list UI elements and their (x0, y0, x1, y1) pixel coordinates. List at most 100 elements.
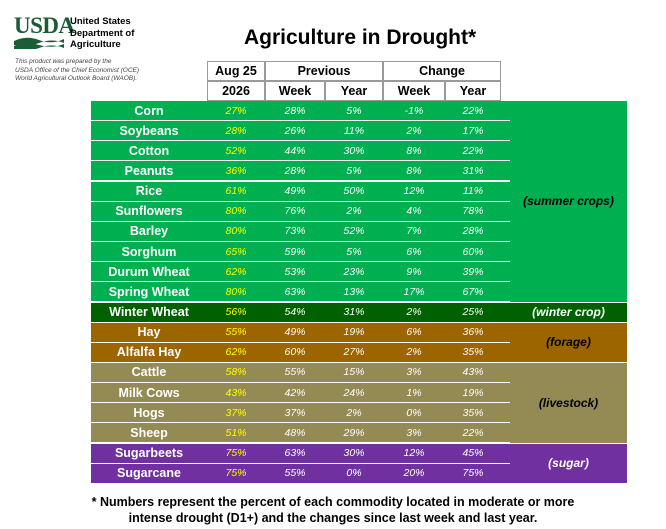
chg-year-value: 22% (462, 426, 484, 439)
prev-year-value: 11% (343, 124, 365, 137)
commodity-name: Sugarcane (117, 466, 181, 481)
prev-year-value: 31% (343, 306, 365, 318)
chg-year-value: 17% (462, 124, 484, 137)
commodity-name: Spring Wheat (108, 284, 190, 299)
chg-week-value: 2% (406, 124, 422, 137)
commodity-name: Soybeans (119, 123, 179, 138)
chg-week-value: 9% (406, 265, 422, 278)
chg-week-value: 0% (406, 406, 422, 419)
chg-week-value: 8% (406, 144, 422, 157)
footnote-line: intense drought (D1+) and the changes si… (128, 511, 538, 525)
table-row: Winter Wheat 56% 54% 31% 2% 25% (91, 302, 510, 323)
commodity-name: Rice (135, 184, 163, 199)
chg-year-value: 22% (462, 144, 484, 157)
table-row: Rice 61% 49% 50% 12% 11% (91, 181, 510, 202)
table-row: Alfalfa Hay 62% 60% 27% 2% 35% (91, 342, 510, 363)
header-current-date: Aug 25 (207, 61, 265, 81)
prev-week-value: 60% (284, 346, 306, 359)
chg-year-value: 31% (462, 164, 484, 177)
current-value: 80% (225, 205, 247, 218)
commodity-name: Alfalfa Hay (116, 345, 182, 360)
commodity-name: Winter Wheat (109, 305, 189, 319)
group-label-winter: (winter crop) (510, 302, 627, 323)
prev-week-value: 28% (284, 164, 306, 177)
table-row: Cotton 52% 44% 30% 8% 22% (91, 141, 510, 162)
usda-logo-wave-icon (14, 37, 64, 49)
table-row: Hay 55% 49% 19% 6% 36% (91, 322, 510, 343)
org-line: Agriculture (70, 39, 121, 50)
chg-year-value: 75% (462, 467, 484, 480)
table-row: Milk Cows 43% 42% 24% 1% 19% (91, 383, 510, 404)
group-label-summer: (summer crops) (510, 101, 627, 303)
commodity-name: Peanuts (124, 163, 174, 178)
chg-week-value: 12% (403, 185, 425, 198)
chg-week-value: 4% (406, 205, 422, 218)
prev-week-value: 59% (284, 245, 306, 258)
table-row: Sheep 51% 48% 29% 3% 22% (91, 423, 510, 444)
prev-year-value: 5% (346, 164, 362, 177)
page-title: Agriculture in Drought* (244, 26, 477, 49)
current-value: 28% (225, 124, 247, 137)
footnote: * Numbers represent the percent of each … (0, 494, 666, 526)
org-name: United States Department of Agriculture (70, 16, 134, 51)
prev-year-value: 23% (343, 265, 365, 278)
commodity-name: Barley (129, 224, 169, 239)
table-header-top: Aug 25 Previous Change (207, 61, 501, 81)
chg-year-value: 11% (462, 185, 484, 198)
current-value: 55% (225, 326, 247, 339)
prev-week-value: 26% (284, 124, 306, 137)
prev-year-value: 30% (343, 144, 365, 157)
prev-year-value: 29% (343, 426, 365, 439)
chg-year-value: 39% (462, 265, 484, 278)
prepared-line: USDA Office of the Chief Economist (OCE) (15, 66, 140, 74)
current-value: 62% (225, 265, 247, 278)
prev-week-value: 49% (284, 185, 306, 198)
prev-year-value: 30% (343, 447, 365, 460)
current-value: 36% (225, 164, 247, 177)
chg-year-value: 45% (462, 447, 484, 460)
prev-year-value: 2% (346, 205, 362, 218)
chg-week-value: 6% (406, 245, 422, 258)
chg-week-value: 3% (406, 426, 422, 439)
prev-year-value: 27% (343, 346, 365, 359)
chg-year-value: 28% (462, 225, 484, 238)
chg-year-value: 36% (462, 326, 484, 339)
current-value: 80% (225, 225, 247, 238)
current-value: 37% (225, 406, 247, 419)
table-row: Peanuts 36% 28% 5% 8% 31% (91, 161, 510, 182)
current-value: 56% (225, 306, 247, 318)
chg-year-value: 35% (462, 406, 484, 419)
chg-week-value: 7% (406, 225, 422, 238)
chg-year-value: 22% (462, 104, 484, 117)
commodity-name: Hogs (133, 405, 165, 420)
chg-year-value: 35% (462, 346, 484, 359)
prev-year-value: 0% (346, 467, 362, 480)
prepared-note: This product was prepared by the USDA Of… (15, 58, 139, 84)
table-row: Hogs 37% 37% 2% 0% 35% (91, 403, 510, 424)
prev-week-value: 55% (284, 366, 306, 379)
group-label-forage: (forage) (510, 322, 627, 363)
chg-year-value: 43% (462, 366, 484, 379)
table-row: Sugarbeets 75% 63% 30% 12% 45% (91, 443, 510, 464)
current-value: 75% (225, 447, 247, 460)
commodity-name: Corn (134, 103, 164, 118)
commodity-name: Sorghum (121, 244, 177, 259)
prev-year-value: 13% (343, 285, 365, 298)
prepared-line: This product was prepared by the (15, 58, 112, 65)
header-prev-year: Year (325, 81, 383, 101)
header-change: Change (383, 61, 501, 81)
chg-week-value: -1% (404, 104, 424, 117)
chg-week-value: 8% (406, 164, 422, 177)
prev-year-value: 2% (346, 406, 362, 419)
prev-year-value: 5% (346, 104, 362, 117)
commodity-name: Cattle (131, 365, 167, 380)
group-label-sugar: (sugar) (510, 443, 627, 484)
chg-week-value: 2% (406, 346, 422, 359)
prev-week-value: 76% (284, 205, 306, 218)
table-row: Sugarcane 75% 55% 0% 20% 75% (91, 463, 510, 484)
commodity-name: Cotton (128, 143, 170, 158)
table-row: Barley 80% 73% 52% 7% 28% (91, 221, 510, 242)
header-prev-week: Week (265, 81, 325, 101)
current-value: 62% (225, 346, 247, 359)
chg-year-value: 78% (462, 205, 484, 218)
